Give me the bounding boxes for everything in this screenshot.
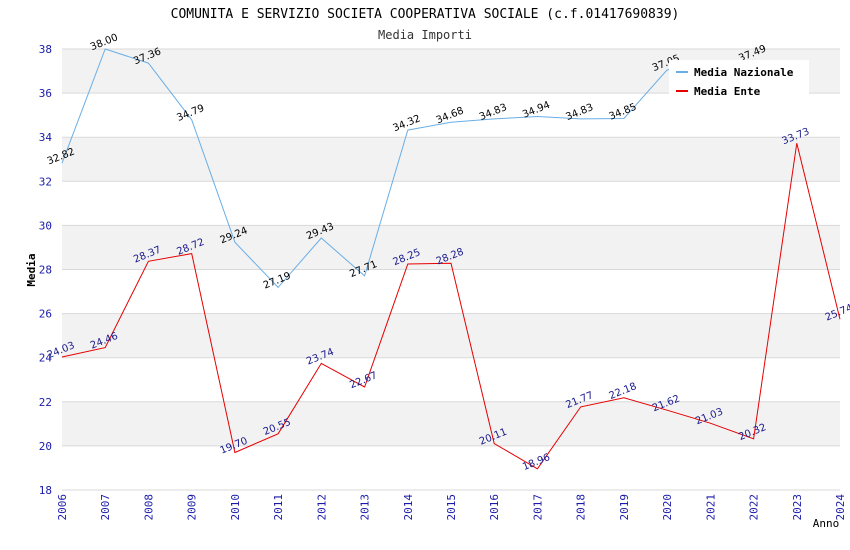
x-tick-label: 2023 <box>791 494 804 521</box>
y-tick-label: 30 <box>39 219 52 232</box>
x-tick-label: 2011 <box>272 494 285 521</box>
x-tick-label: 2020 <box>661 494 674 521</box>
y-axis-ticks: 18 20 22 24 26 28 30 32 34 36 38 <box>39 43 53 497</box>
grid-band <box>62 313 840 358</box>
grid-band <box>62 269 840 314</box>
y-tick-label: 34 <box>39 131 53 144</box>
y-tick-label: 18 <box>39 484 52 497</box>
y-axis-label: Media <box>25 253 38 286</box>
x-tick-label: 2008 <box>142 494 155 521</box>
x-axis-ticks: 2006 2007 2008 2009 2010 2011 2012 2013 2014 2015… <box>56 494 847 521</box>
y-tick-label: 36 <box>39 87 52 100</box>
grid-band <box>62 401 840 446</box>
x-tick-label: 2012 <box>315 494 328 521</box>
x-tick-label: 2018 <box>575 494 588 521</box>
y-tick-label: 20 <box>39 440 52 453</box>
x-axis-label: Anno <box>813 517 840 530</box>
legend-box <box>669 60 809 100</box>
y-tick-label: 32 <box>39 175 52 188</box>
y-tick-label: 28 <box>39 264 52 277</box>
y-tick-label: 22 <box>39 396 52 409</box>
series-line-media-nazionale <box>61 48 754 289</box>
x-tick-label: 2015 <box>445 494 458 521</box>
x-tick-label: 2006 <box>56 494 69 521</box>
legend-label: Media Nazionale <box>694 66 794 79</box>
gridlines <box>62 48 840 491</box>
y-tick-label: 38 <box>39 43 52 56</box>
background-bands <box>62 49 840 490</box>
x-tick-label: 2010 <box>229 494 242 521</box>
x-tick-label: 2016 <box>488 494 501 521</box>
legend: Media Nazionale Media Ente <box>669 60 809 100</box>
grid-band <box>62 225 840 270</box>
series-lines <box>61 48 841 470</box>
series-line-media-ente <box>61 143 841 470</box>
grid-band <box>62 357 840 402</box>
chart-title: COMUNITA E SERVIZIO SOCIETA COOPERATIVA … <box>171 7 680 22</box>
x-tick-label: 2022 <box>748 494 761 521</box>
x-tick-label: 2014 <box>402 494 415 521</box>
x-tick-label: 2013 <box>359 494 372 521</box>
grid-band <box>62 445 840 490</box>
grid-band <box>62 93 840 138</box>
x-tick-label: 2024 <box>834 494 847 521</box>
grid-band <box>62 137 840 182</box>
legend-label: Media Ente <box>694 85 761 98</box>
y-tick-label: 24 <box>39 352 53 365</box>
x-tick-label: 2021 <box>704 494 717 521</box>
x-tick-label: 2007 <box>99 494 112 521</box>
grid-band <box>62 181 840 226</box>
x-tick-label: 2019 <box>618 494 631 521</box>
y-tick-label: 26 <box>39 308 52 321</box>
chart-subtitle: Media Importi <box>378 28 472 42</box>
x-tick-label: 2009 <box>186 494 199 521</box>
x-tick-label: 2017 <box>531 494 544 521</box>
